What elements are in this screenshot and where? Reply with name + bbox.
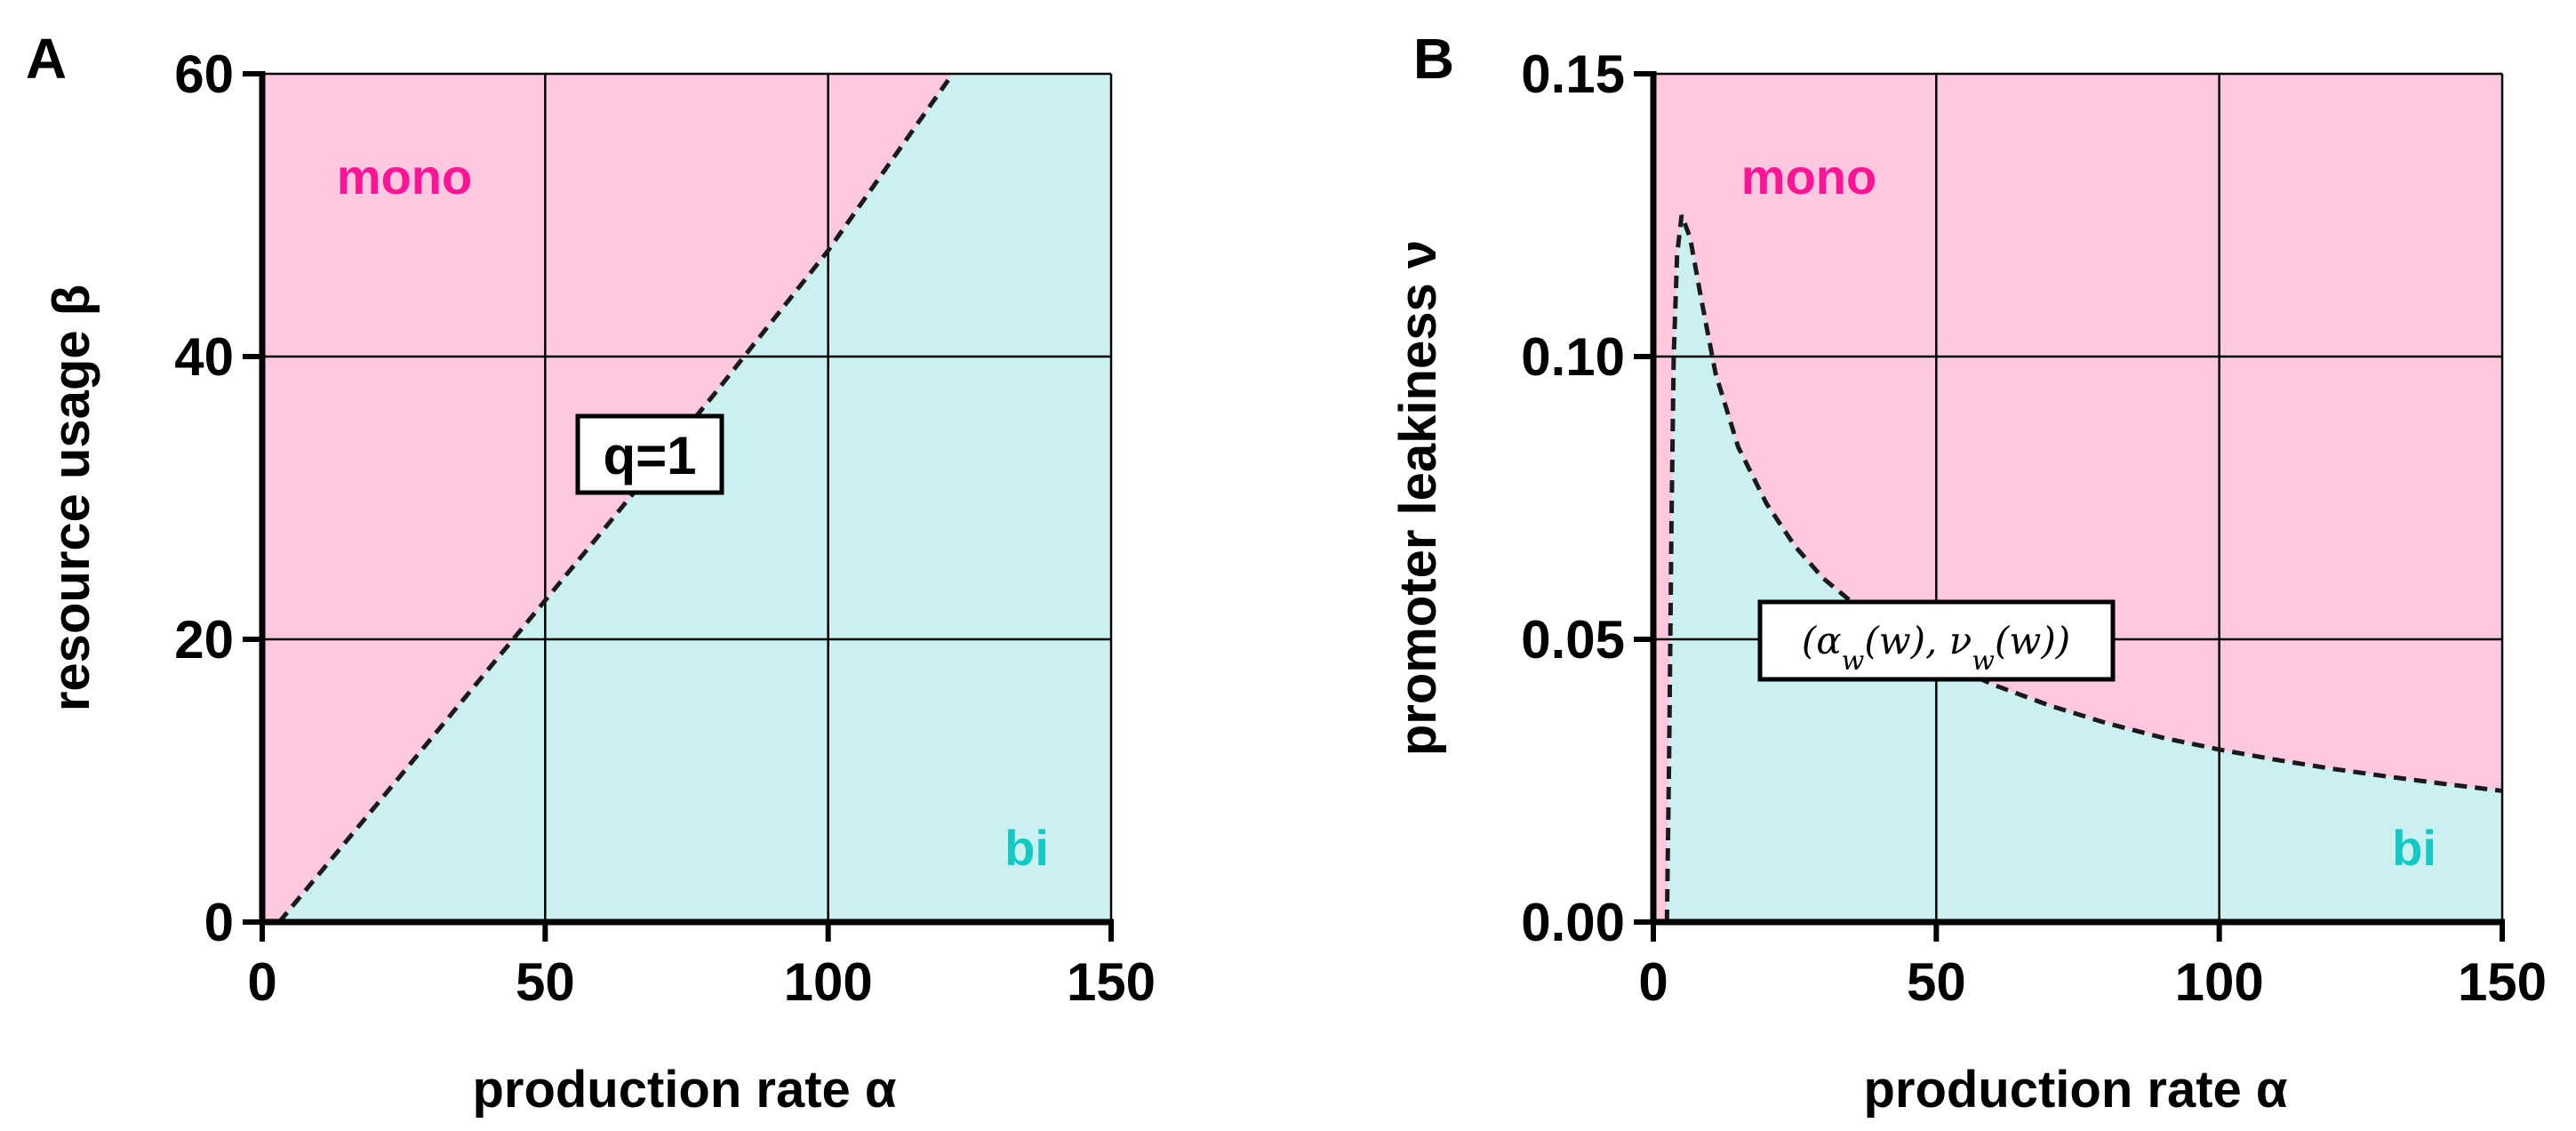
boundary-annotation-text-a: q=1: [603, 426, 696, 485]
ticks-b: 0 50 100 150 0.00 0.05 0.10 0.15: [1521, 44, 2547, 1012]
y-tick-label-a: 0: [204, 893, 234, 952]
region-label-bi-b: bi: [2392, 820, 2436, 876]
panel-letter-a: A: [26, 27, 67, 91]
x-tick-label-a: 150: [1067, 952, 1156, 1012]
y-tick-label-a: 60: [174, 44, 234, 104]
panel-letter-b: B: [1413, 27, 1454, 91]
x-tick-label-b: 50: [1907, 952, 1966, 1012]
boundary-annotation-b: (αw(w), νw(w)): [1757, 599, 2116, 682]
grid-a: [262, 72, 1113, 922]
y-tick-label-b: 0.05: [1521, 610, 1625, 670]
y-tick-label-b: 0.00: [1521, 893, 1625, 952]
plot-area-b: [1650, 71, 2505, 926]
ticks-a: 0 50 100 150 0 20 40 60: [174, 44, 1156, 1012]
x-tick-label-a: 50: [516, 952, 575, 1012]
boundary-annotation-text-b: (αw(w), νw(w)): [1802, 619, 2070, 677]
y-tick-label-a: 20: [174, 610, 234, 670]
y-tick-label-a: 40: [174, 327, 234, 387]
y-axis-label-a: resource usage β: [43, 285, 100, 711]
region-mono-a: [262, 74, 953, 922]
region-bi-b: [1667, 215, 2502, 922]
region-label-mono-b: mono: [1741, 148, 1876, 205]
boundary-annotation-a: q=1: [575, 413, 724, 495]
region-label-bi-a: bi: [1004, 820, 1049, 876]
x-tick-label-b: 150: [2458, 952, 2547, 1012]
panel-b: B 0 50 100 150 0.00 0.05 0.10 0.15 mono bi (αw(…: [1389, 27, 2547, 1119]
y-axis-label-b: promoter leakiness ν: [1389, 240, 1447, 756]
x-tick-label-a: 0: [247, 952, 276, 1012]
x-axis-label-a: production rate α: [472, 1061, 896, 1119]
boundary-line-b: [1664, 214, 2503, 923]
x-tick-label-a: 100: [784, 952, 873, 1012]
x-tick-label-b: 0: [1638, 952, 1668, 1012]
x-axis-label-b: production rate α: [1863, 1061, 2287, 1119]
panel-a: A 0 50 100 150 0 20 40 60 mono bi q=1 productio…: [26, 27, 1156, 1119]
y-tick-label-b: 0.10: [1521, 327, 1625, 387]
plot-area-a: [259, 71, 1114, 926]
y-tick-label-b: 0.15: [1521, 44, 1625, 104]
boundary-line-a: [277, 72, 955, 924]
x-tick-label-b: 100: [2175, 952, 2264, 1012]
region-label-mono-a: mono: [337, 148, 472, 205]
